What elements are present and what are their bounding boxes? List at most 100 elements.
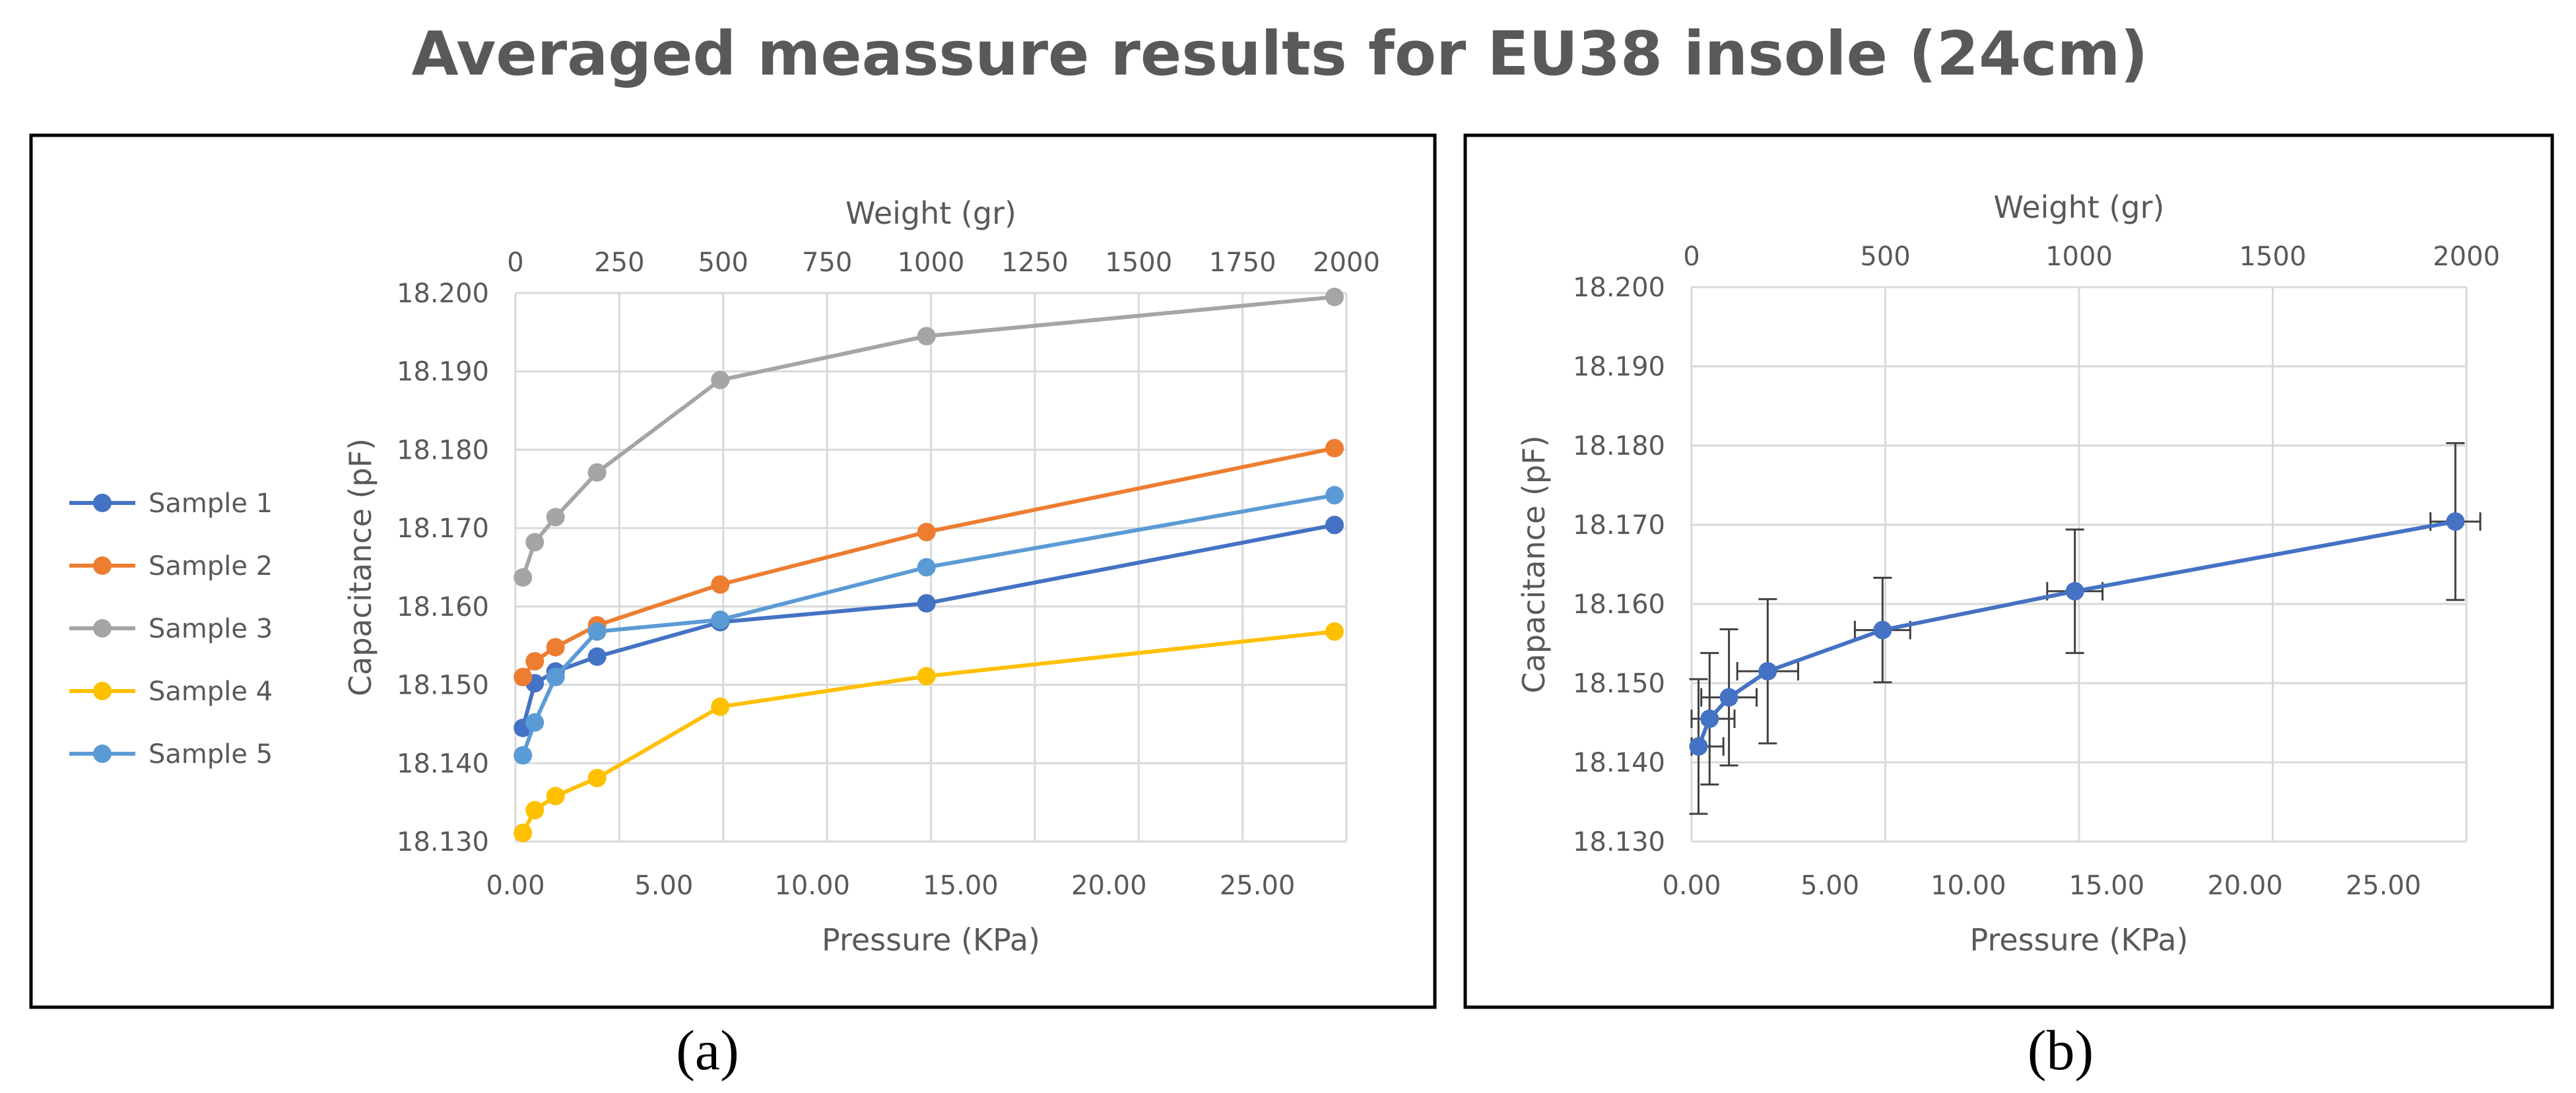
y-tick-label: 18.150 bbox=[397, 671, 489, 701]
panel-b-frame bbox=[1463, 133, 2554, 1009]
legend-label: Sample 2 bbox=[149, 551, 273, 581]
data-point-sample-4 bbox=[546, 787, 565, 806]
data-point-sample-5 bbox=[525, 713, 545, 732]
y-tick-label: 18.160 bbox=[1573, 589, 1665, 620]
data-point-sample-3 bbox=[1325, 287, 1344, 306]
y-tick-label: 18.130 bbox=[397, 827, 489, 857]
data-point-sample-4 bbox=[525, 801, 545, 820]
data-point-sample-2 bbox=[1325, 439, 1344, 458]
legend-label: Sample 1 bbox=[149, 488, 273, 519]
legend-label: Sample 4 bbox=[149, 677, 273, 707]
chart-panel-b: 18.130 18.140 18.150 18.160 18.170 18.180 18.1… bbox=[1516, 189, 2500, 958]
x-tick-label: 0.00 bbox=[486, 871, 545, 901]
y-tick-label: 18.130 bbox=[1573, 827, 1665, 857]
x-tick-label: 5.00 bbox=[634, 871, 693, 901]
panel-label-b: (b) bbox=[2028, 1018, 2094, 1082]
figure-title: Averaged meassure results for EU38 insol… bbox=[411, 18, 2148, 89]
data-point-sample-5 bbox=[546, 667, 565, 686]
x2-tick-label: 250 bbox=[594, 248, 644, 278]
data-point-average bbox=[2446, 512, 2465, 531]
x-tick-label: 15.00 bbox=[923, 871, 999, 901]
y-tick-label: 18.200 bbox=[397, 279, 489, 309]
data-point-average bbox=[1700, 710, 1719, 728]
data-point-sample-2 bbox=[917, 523, 936, 542]
x-tick-label: 10.00 bbox=[1931, 871, 2006, 901]
y-tick-label: 18.200 bbox=[1573, 273, 1665, 303]
x2-axis-title: Weight (gr) bbox=[845, 195, 1016, 231]
data-point-sample-5 bbox=[513, 746, 533, 765]
data-point-sample-4 bbox=[917, 667, 936, 686]
x-tick-label: 0.00 bbox=[1662, 871, 1721, 901]
x2-tick-label: 750 bbox=[802, 248, 852, 278]
y-tick-label: 18.190 bbox=[1573, 352, 1665, 382]
legend-marker-sample-4 bbox=[93, 682, 112, 700]
x2-tick-label: 2000 bbox=[1313, 248, 1380, 278]
legend-marker-sample-3 bbox=[93, 619, 112, 638]
y-tick-label: 18.170 bbox=[1573, 510, 1665, 541]
data-point-sample-4 bbox=[587, 768, 607, 787]
x2-axis-title: Weight (gr) bbox=[1994, 189, 2165, 225]
x-tick-label: 10.00 bbox=[774, 871, 850, 901]
x2-tick-label: 1500 bbox=[2239, 242, 2307, 272]
data-point-average bbox=[2065, 581, 2084, 601]
x2-tick-label: 1000 bbox=[898, 248, 965, 278]
data-point-sample-2 bbox=[546, 638, 565, 657]
data-point-sample-5 bbox=[917, 558, 936, 577]
data-point-average bbox=[1689, 737, 1708, 756]
data-point-sample-2 bbox=[711, 575, 730, 594]
chart-legend: Sample 1 Sample 2 Sample 3 Sample 4 Sample 5 bbox=[69, 488, 273, 770]
panel-a-frame bbox=[29, 133, 1437, 1009]
y-tick-label: 18.190 bbox=[397, 357, 489, 387]
data-point-sample-3 bbox=[513, 568, 533, 587]
data-point-average bbox=[1873, 620, 1892, 640]
data-point-sample-3 bbox=[711, 370, 730, 389]
data-point-sample-1 bbox=[1325, 515, 1344, 535]
legend-marker-sample-5 bbox=[93, 745, 112, 763]
x2-tick-label: 1000 bbox=[2045, 242, 2113, 272]
y-tick-label: 18.170 bbox=[397, 513, 489, 544]
x-tick-label: 25.00 bbox=[1220, 871, 1296, 901]
data-point-sample-3 bbox=[917, 327, 936, 346]
data-point-average bbox=[1719, 688, 1738, 707]
y-tick-label: 18.180 bbox=[1573, 431, 1665, 461]
x2-tick-label: 0 bbox=[507, 248, 523, 278]
x2-tick-label: 500 bbox=[1860, 242, 1910, 272]
x-tick-label: 20.00 bbox=[2207, 871, 2283, 901]
x2-tick-label: 1250 bbox=[1001, 248, 1069, 278]
legend-marker-sample-1 bbox=[93, 494, 112, 512]
data-point-sample-5 bbox=[587, 622, 607, 641]
panel-label-a: (a) bbox=[676, 1018, 739, 1082]
chart-panel-a: 18.130 18.140 18.150 18.160 18.170 18.180 18.1… bbox=[343, 195, 1380, 958]
x-axis-title: Pressure (KPa) bbox=[822, 922, 1040, 958]
y-tick-label: 18.140 bbox=[397, 748, 489, 779]
data-point-sample-2 bbox=[525, 651, 545, 671]
x-tick-label: 5.00 bbox=[1800, 871, 1859, 901]
data-point-sample-1 bbox=[587, 647, 607, 666]
data-point-sample-1 bbox=[917, 594, 936, 613]
y-axis-title: Capacitance (pF) bbox=[1516, 436, 1552, 694]
data-point-sample-5 bbox=[711, 611, 730, 630]
x2-tick-label: 1500 bbox=[1105, 248, 1172, 278]
data-point-sample-5 bbox=[1325, 486, 1344, 505]
legend-label: Sample 5 bbox=[149, 739, 273, 770]
data-point-sample-3 bbox=[546, 508, 565, 527]
data-point-sample-3 bbox=[587, 463, 607, 482]
x-tick-label: 25.00 bbox=[2346, 871, 2422, 901]
data-point-sample-3 bbox=[525, 533, 545, 552]
y-tick-label: 18.140 bbox=[1573, 748, 1665, 778]
data-point-sample-4 bbox=[513, 823, 533, 842]
y-tick-label: 18.160 bbox=[397, 592, 489, 622]
x-tick-label: 15.00 bbox=[2069, 871, 2145, 901]
y-tick-label: 18.180 bbox=[397, 435, 489, 465]
x-axis-title: Pressure (KPa) bbox=[1970, 922, 2189, 958]
legend-label: Sample 3 bbox=[149, 614, 273, 644]
data-point-sample-4 bbox=[711, 697, 730, 716]
y-axis-title: Capacitance (pF) bbox=[343, 438, 378, 696]
y-tick-label: 18.150 bbox=[1573, 669, 1665, 699]
legend-marker-sample-2 bbox=[93, 556, 112, 575]
x2-tick-label: 2000 bbox=[2433, 242, 2500, 272]
x2-tick-label: 500 bbox=[698, 248, 748, 278]
x2-tick-label: 1750 bbox=[1209, 248, 1276, 278]
data-point-sample-4 bbox=[1325, 622, 1344, 641]
